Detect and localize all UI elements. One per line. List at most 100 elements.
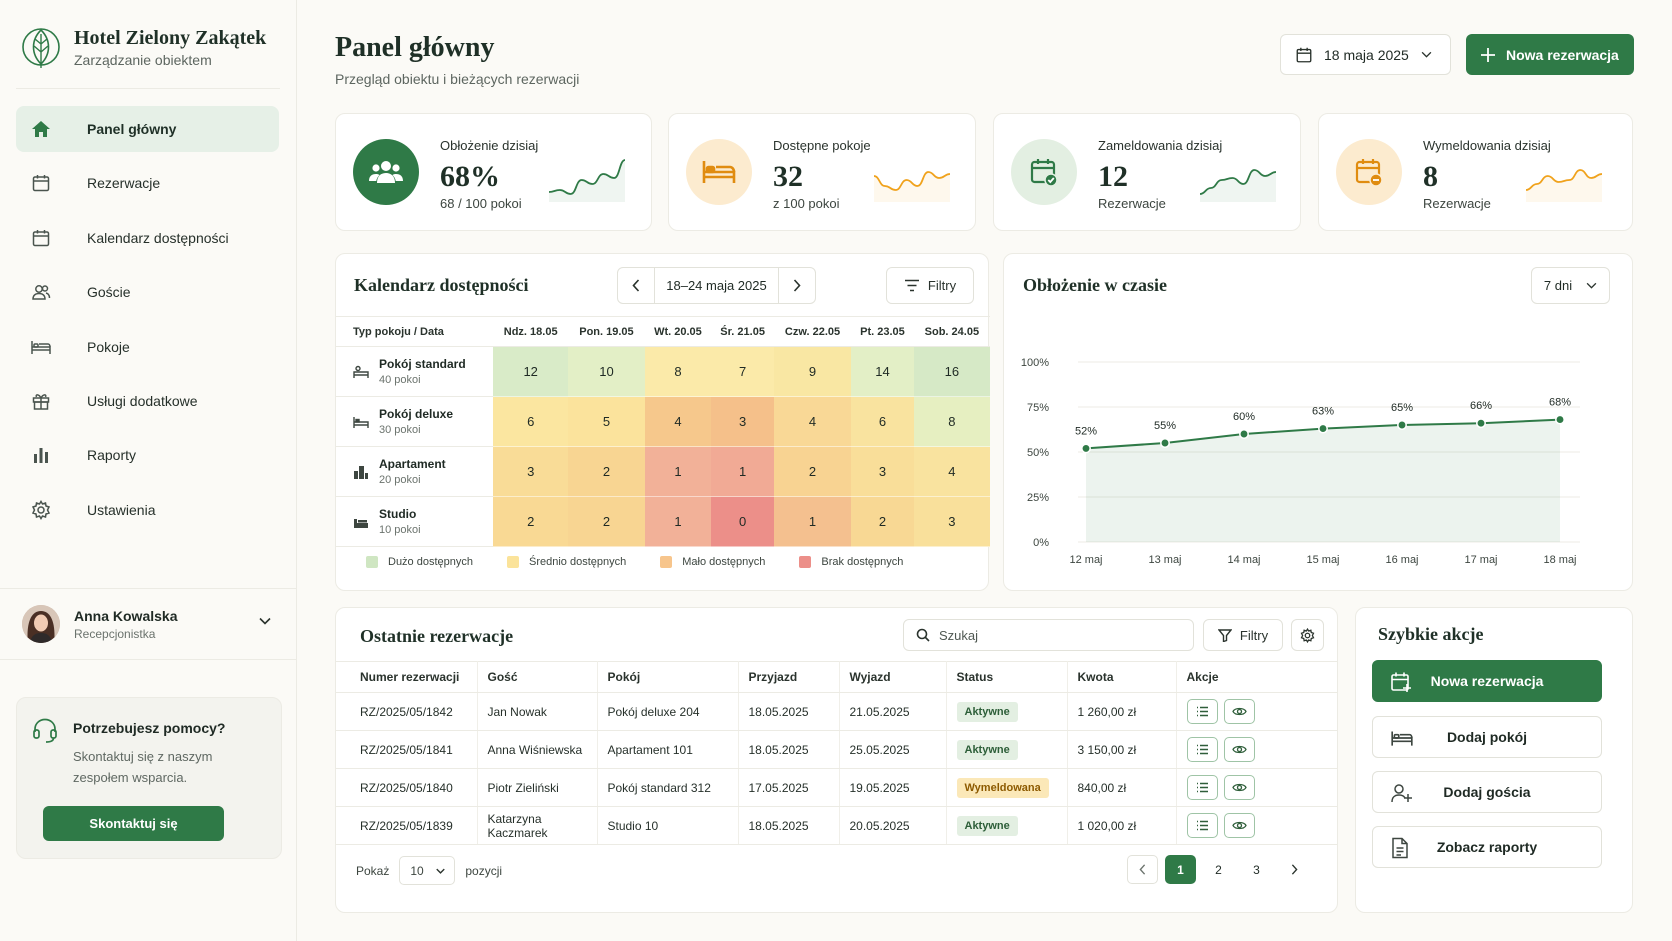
availability-cell[interactable]: 9 [773, 346, 852, 397]
room-type-cell: Studio 10 pokoi [336, 496, 493, 547]
availability-cell[interactable]: 10 [568, 346, 645, 397]
chevron-right-icon[interactable] [779, 268, 815, 303]
sparkline-area [874, 172, 950, 202]
date-picker[interactable]: 18 maja 2025 [1280, 34, 1451, 75]
search-field[interactable] [903, 619, 1194, 651]
data-label: 68% [1549, 397, 1571, 409]
details-list-button[interactable] [1186, 775, 1218, 800]
eye-icon [1231, 707, 1247, 716]
availability-cell[interactable]: 1 [644, 496, 712, 547]
availability-cell[interactable]: 6 [493, 396, 569, 447]
availability-cell[interactable]: 2 [773, 446, 852, 497]
availability-cell[interactable]: 3 [711, 396, 774, 447]
table-row[interactable]: RZ/2025/05/1842 Jan Nowak Pokój deluxe 2… [336, 692, 1338, 731]
table-row: Apartament 20 pokoi 3 2 1 1 2 3 4 [336, 446, 990, 497]
table-row[interactable]: RZ/2025/05/1840 Piotr Zieliński Pokój st… [336, 768, 1338, 807]
quick-add-room-button[interactable]: Dodaj pokój [1372, 716, 1602, 758]
view-button[interactable] [1223, 775, 1255, 800]
availability-cell[interactable]: 1 [644, 446, 712, 497]
sidebar-item-reservations[interactable]: Rezerwacje [16, 160, 279, 206]
calendar-filters-button[interactable]: Filtry [886, 267, 974, 304]
column-header: Pt. 23.05 [851, 316, 914, 347]
chevron-right-icon [1291, 864, 1298, 875]
availability-cell[interactable]: 3 [493, 446, 569, 497]
availability-cell[interactable]: 3 [851, 446, 914, 497]
details-list-button[interactable] [1186, 813, 1218, 838]
availability-cell[interactable]: 7 [711, 346, 774, 397]
availability-cell[interactable]: 8 [644, 346, 712, 397]
availability-cell[interactable]: 5 [568, 396, 645, 447]
sidebar-item-reports[interactable]: Raporty [16, 432, 279, 478]
view-button[interactable] [1223, 813, 1255, 838]
availability-cell[interactable]: 4 [913, 446, 990, 497]
data-label: 63% [1312, 406, 1334, 418]
reservations-filters-button[interactable]: Filtry [1203, 619, 1283, 651]
column-header[interactable]: Status [946, 661, 1068, 693]
amount: 1 020,00 zł [1067, 806, 1177, 845]
reservation-id: RZ/2025/05/1841 [336, 730, 478, 769]
view-button[interactable] [1223, 699, 1255, 724]
column-header[interactable]: Przyjazd [738, 661, 840, 693]
arrival-date: 18.05.2025 [738, 692, 840, 731]
availability-cell[interactable]: 0 [711, 496, 774, 547]
prev-page-button[interactable] [1127, 855, 1158, 884]
sidebar-item-label: Pokoje [87, 338, 130, 355]
availability-cell[interactable]: 14 [851, 346, 914, 397]
sidebar-item-guests[interactable]: Goście [16, 269, 279, 315]
availability-cell[interactable]: 2 [851, 496, 914, 547]
page-button-1[interactable]: 1 [1165, 855, 1196, 884]
availability-cell[interactable]: 1 [711, 446, 774, 497]
next-page-button[interactable] [1279, 855, 1310, 884]
chevron-left-icon[interactable] [618, 268, 654, 303]
sidebar-item-label: Panel główny [87, 121, 177, 137]
availability-cell[interactable]: 16 [913, 346, 990, 397]
availability-cell[interactable]: 8 [913, 396, 990, 447]
column-header[interactable]: Pokój [597, 661, 739, 693]
range-select[interactable]: 7 dni [1531, 267, 1610, 304]
column-header[interactable]: Kwota [1067, 661, 1177, 693]
quick-new-reservation-button[interactable]: Nowa rezerwacja [1372, 660, 1602, 702]
sidebar-item-settings[interactable]: Ustawienia [16, 487, 279, 533]
page-button-3[interactable]: 3 [1253, 862, 1260, 877]
sidebar-item-extra-services[interactable]: Usługi dodatkowe [16, 378, 279, 424]
availability-cell[interactable]: 4 [773, 396, 852, 447]
column-header[interactable]: Gość [477, 661, 598, 693]
sidebar-item-rooms[interactable]: Pokoje [16, 324, 279, 370]
page-subtitle: Przegląd obiektu i bieżących rezerwacji [335, 71, 580, 87]
sidebar-item-dashboard[interactable]: Panel główny [16, 106, 279, 152]
availability-cell[interactable]: 12 [493, 346, 569, 397]
table-row[interactable]: RZ/2025/05/1841 Anna Wiśniewska Apartame… [336, 730, 1338, 769]
quick-view-reports-button[interactable]: Zobacz raporty [1372, 826, 1602, 868]
guests-icon [353, 139, 419, 205]
table-settings-button[interactable] [1291, 619, 1324, 651]
quick-add-guest-button[interactable]: Dodaj gościa [1372, 771, 1602, 813]
availability-cell[interactable]: 1 [773, 496, 852, 547]
new-reservation-button[interactable]: Nowa rezerwacja [1466, 34, 1634, 75]
column-header[interactable]: Numer rezerwacji [336, 661, 478, 693]
view-button[interactable] [1223, 737, 1255, 762]
availability-cell[interactable]: 2 [568, 446, 645, 497]
contact-support-button[interactable]: Skontaktuj się [43, 806, 224, 841]
week-range[interactable]: 18–24 maja 2025 [654, 268, 779, 303]
availability-cell[interactable]: 2 [568, 496, 645, 547]
table-row[interactable]: RZ/2025/05/1839 Katarzyna Kaczmarek Stud… [336, 806, 1338, 845]
details-list-button[interactable] [1186, 699, 1218, 724]
page-size-select[interactable]: 10 [399, 856, 456, 885]
kpi-subtext: z 100 pokoi [773, 196, 840, 211]
availability-cell[interactable]: 6 [851, 396, 914, 447]
brand[interactable]: Hotel Zielony Zakątek Zarządzanie obiekt… [22, 22, 266, 72]
user-menu[interactable]: Anna Kowalska Recepcjonistka [0, 588, 297, 660]
column-header[interactable]: Wyjazd [839, 661, 947, 693]
availability-cell[interactable]: 3 [913, 496, 990, 547]
availability-cell[interactable]: 4 [644, 396, 712, 447]
page-button-2[interactable]: 2 [1215, 862, 1222, 877]
sparkline-line [1525, 169, 1603, 191]
kpi-label: Zameldowania dzisiaj [1098, 138, 1223, 153]
details-list-button[interactable] [1186, 737, 1218, 762]
chevron-down-icon[interactable] [259, 617, 271, 625]
search-input[interactable] [939, 627, 1179, 643]
kpi-value: 68% [440, 160, 500, 193]
availability-cell[interactable]: 2 [493, 496, 569, 547]
legend-item: Dużo dostępnych [366, 556, 473, 568]
sidebar-item-availability-calendar[interactable]: Kalendarz dostępności [16, 215, 279, 261]
